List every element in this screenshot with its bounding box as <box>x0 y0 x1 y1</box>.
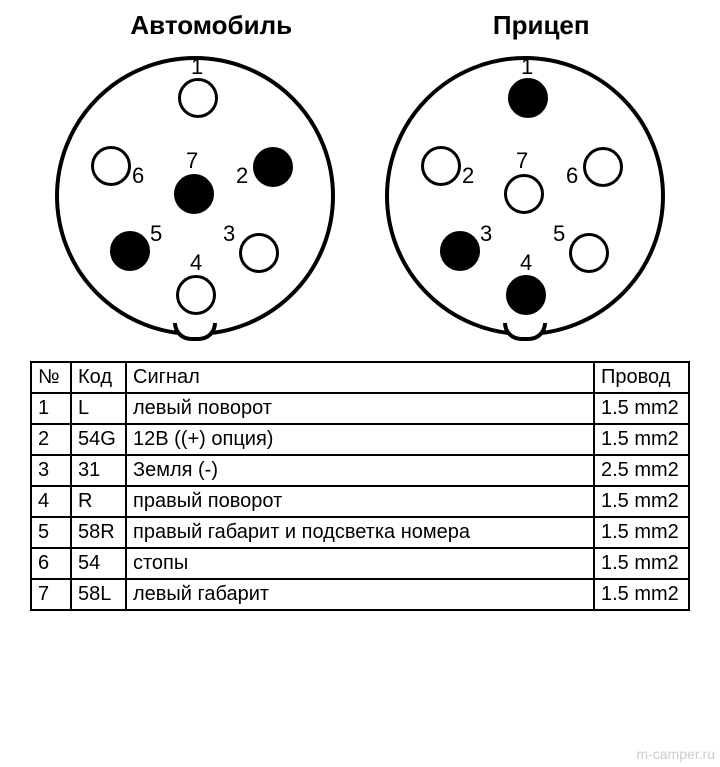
diagram-container: Автомобиль Прицеп 1234567 1234567 № Код … <box>0 0 720 621</box>
pin-label-7: 7 <box>186 148 198 174</box>
pin-2 <box>253 147 293 187</box>
pin-label-3: 3 <box>223 221 235 247</box>
pin-6 <box>583 147 623 187</box>
pin-label-2: 2 <box>236 163 248 189</box>
cell-num: 1 <box>31 393 71 424</box>
title-right: Прицеп <box>493 10 590 41</box>
pin-label-6: 6 <box>132 163 144 189</box>
cell-num: 6 <box>31 548 71 579</box>
header-wire: Провод <box>594 362 689 393</box>
pin-label-1: 1 <box>191 54 203 80</box>
pin-5 <box>569 233 609 273</box>
pin-3 <box>440 231 480 271</box>
pinout-table: № Код Сигнал Провод 1Lлевый поворот1.5 m… <box>30 361 690 611</box>
cell-wire: 1.5 mm2 <box>594 393 689 424</box>
cell-code: 58R <box>71 517 126 548</box>
table-row: 1Lлевый поворот1.5 mm2 <box>31 393 689 424</box>
pin-label-7: 7 <box>516 148 528 174</box>
pin-4 <box>176 275 216 315</box>
connector-vehicle: 1 2 34 5 6 7 <box>50 51 340 341</box>
cell-code: 54G <box>71 424 126 455</box>
header-num: № <box>31 362 71 393</box>
cell-num: 7 <box>31 579 71 610</box>
pin-label-1: 1 <box>521 54 533 80</box>
cell-signal: 12В ((+) опция) <box>126 424 594 455</box>
titles-row: Автомобиль Прицеп <box>30 10 690 41</box>
cell-num: 5 <box>31 517 71 548</box>
pin-6 <box>91 146 131 186</box>
cell-wire: 2.5 mm2 <box>594 455 689 486</box>
connector-notch <box>503 323 547 341</box>
pin-1 <box>508 78 548 118</box>
pin-5 <box>110 231 150 271</box>
pin-7 <box>504 174 544 214</box>
cell-code: R <box>71 486 126 517</box>
cell-wire: 1.5 mm2 <box>594 424 689 455</box>
cell-code: 31 <box>71 455 126 486</box>
watermark: m-camper.ru <box>636 746 715 762</box>
connectors-row: 1234567 1234567 <box>30 51 690 341</box>
cell-num: 3 <box>31 455 71 486</box>
pin-label-4: 4 <box>190 250 202 276</box>
table-header-row: № Код Сигнал Провод <box>31 362 689 393</box>
table-row: 758Lлевый габарит1.5 mm2 <box>31 579 689 610</box>
cell-wire: 1.5 mm2 <box>594 579 689 610</box>
table-row: 254G12В ((+) опция)1.5 mm2 <box>31 424 689 455</box>
pin-4 <box>506 275 546 315</box>
pin-label-5: 5 <box>553 221 565 247</box>
cell-code: 54 <box>71 548 126 579</box>
cell-num: 4 <box>31 486 71 517</box>
table-row: 558Rправый габарит и подсветка номера1.5… <box>31 517 689 548</box>
cell-code: 58L <box>71 579 126 610</box>
cell-signal: левый габарит <box>126 579 594 610</box>
pin-3 <box>239 233 279 273</box>
cell-wire: 1.5 mm2 <box>594 517 689 548</box>
pin-7 <box>174 174 214 214</box>
cell-signal: стопы <box>126 548 594 579</box>
pin-label-6: 6 <box>566 163 578 189</box>
pin-label-4: 4 <box>520 250 532 276</box>
pin-1 <box>178 78 218 118</box>
cell-num: 2 <box>31 424 71 455</box>
pin-2 <box>421 146 461 186</box>
cell-code: L <box>71 393 126 424</box>
cell-wire: 1.5 mm2 <box>594 486 689 517</box>
connector-notch <box>173 323 217 341</box>
header-code: Код <box>71 362 126 393</box>
cell-signal: левый поворот <box>126 393 594 424</box>
table-row: 4Rправый поворот1.5 mm2 <box>31 486 689 517</box>
header-signal: Сигнал <box>126 362 594 393</box>
cell-wire: 1.5 mm2 <box>594 548 689 579</box>
title-left: Автомобиль <box>130 10 292 41</box>
table-row: 331Земля (-)2.5 mm2 <box>31 455 689 486</box>
pin-label-2: 2 <box>462 163 474 189</box>
cell-signal: Земля (-) <box>126 455 594 486</box>
connector-trailer: 1 2 3 45 6 7 <box>380 51 670 341</box>
table-row: 654стопы1.5 mm2 <box>31 548 689 579</box>
pin-label-3: 3 <box>480 221 492 247</box>
pin-label-5: 5 <box>150 221 162 247</box>
cell-signal: правый поворот <box>126 486 594 517</box>
cell-signal: правый габарит и подсветка номера <box>126 517 594 548</box>
